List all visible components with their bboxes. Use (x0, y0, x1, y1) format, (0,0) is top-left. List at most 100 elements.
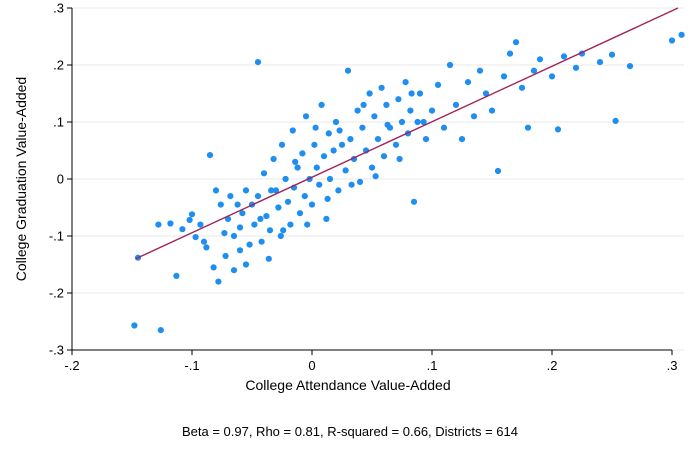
y-tick-label: -.2 (49, 286, 64, 301)
data-point (265, 255, 272, 262)
data-point (476, 67, 484, 74)
data-point (301, 193, 308, 200)
data-point (260, 170, 268, 177)
data-point (222, 252, 229, 260)
data-point (330, 147, 337, 154)
data-point (446, 61, 454, 69)
data-point (530, 67, 538, 74)
data-point (344, 67, 352, 74)
data-point (416, 90, 424, 97)
x-tick-label: .1 (427, 358, 438, 373)
data-point (311, 141, 318, 148)
data-point (268, 187, 275, 194)
data-point (251, 221, 258, 228)
data-point (312, 124, 319, 131)
data-point (188, 211, 196, 218)
data-point (325, 130, 332, 137)
data-point (380, 153, 388, 160)
data-point (316, 181, 323, 188)
y-tick-label: .2 (53, 58, 64, 73)
data-point (278, 141, 286, 148)
data-point (320, 153, 328, 160)
data-point (257, 215, 264, 222)
data-point (324, 195, 331, 202)
data-point (464, 79, 472, 86)
data-point (408, 90, 415, 97)
data-point (338, 141, 346, 148)
data-point (410, 198, 418, 205)
fit-line (135, 7, 679, 260)
data-point (230, 232, 238, 240)
data-point (440, 124, 448, 131)
data-point (200, 238, 208, 245)
data-point (458, 136, 466, 143)
regression-stats-note: Beta = 0.97, Rho = 0.81, R-squared = 0.6… (181, 424, 519, 439)
data-point (374, 136, 382, 143)
data-point (548, 73, 556, 80)
data-point (277, 232, 284, 240)
data-point (536, 56, 544, 63)
data-point (518, 84, 526, 91)
data-point (356, 178, 364, 185)
data-point (179, 226, 186, 233)
data-point (383, 101, 390, 108)
data-point (378, 84, 385, 91)
data-point (678, 31, 685, 38)
y-tick-label: 0 (57, 172, 64, 187)
x-tick-label: .2 (547, 358, 558, 373)
data-point (192, 234, 199, 241)
data-point (596, 59, 604, 66)
data-point (284, 198, 292, 205)
data-point (254, 193, 262, 200)
data-point (266, 227, 274, 234)
y-axis-ticks: .3 .2 .1 0 -.1 -.2 -.3 (49, 1, 72, 358)
data-point (206, 152, 214, 159)
data-point (392, 141, 400, 148)
data-point (215, 278, 222, 285)
data-point (272, 187, 280, 194)
y-tick-label: .1 (53, 115, 64, 130)
data-point (210, 264, 217, 271)
data-point (263, 213, 270, 220)
x-tick-label: -.1 (184, 358, 199, 373)
data-point (396, 155, 403, 163)
data-point (371, 113, 378, 120)
data-point (304, 221, 311, 228)
data-point (318, 101, 325, 108)
data-points (131, 31, 685, 334)
data-point (560, 53, 568, 60)
data-point (668, 37, 676, 44)
y-tick-label: .3 (53, 1, 64, 16)
data-point (335, 187, 342, 194)
data-point (230, 267, 238, 274)
data-point (398, 118, 406, 126)
data-point (407, 107, 414, 114)
data-point (612, 117, 619, 124)
x-axis-title: College Attendance Value-Added (245, 377, 450, 393)
x-tick-label: -.2 (64, 358, 79, 373)
data-point (287, 221, 294, 228)
grid-lines (72, 7, 684, 351)
data-point (282, 175, 289, 183)
data-point (494, 167, 502, 175)
data-point (332, 118, 340, 126)
data-point (626, 63, 634, 70)
data-point (221, 230, 228, 237)
data-point (336, 127, 343, 134)
data-point (395, 96, 402, 103)
data-point (354, 107, 361, 114)
data-point (236, 224, 244, 231)
data-point (236, 247, 244, 254)
y-tick-label: -.1 (49, 229, 64, 244)
data-point (296, 210, 304, 217)
data-point (428, 107, 436, 114)
x-tick-label: .3 (667, 358, 678, 373)
data-point (524, 124, 532, 131)
data-point (326, 175, 334, 183)
data-point (292, 158, 299, 165)
data-point (384, 121, 391, 128)
data-point (227, 193, 234, 200)
data-point (258, 238, 265, 245)
data-point (302, 113, 310, 120)
